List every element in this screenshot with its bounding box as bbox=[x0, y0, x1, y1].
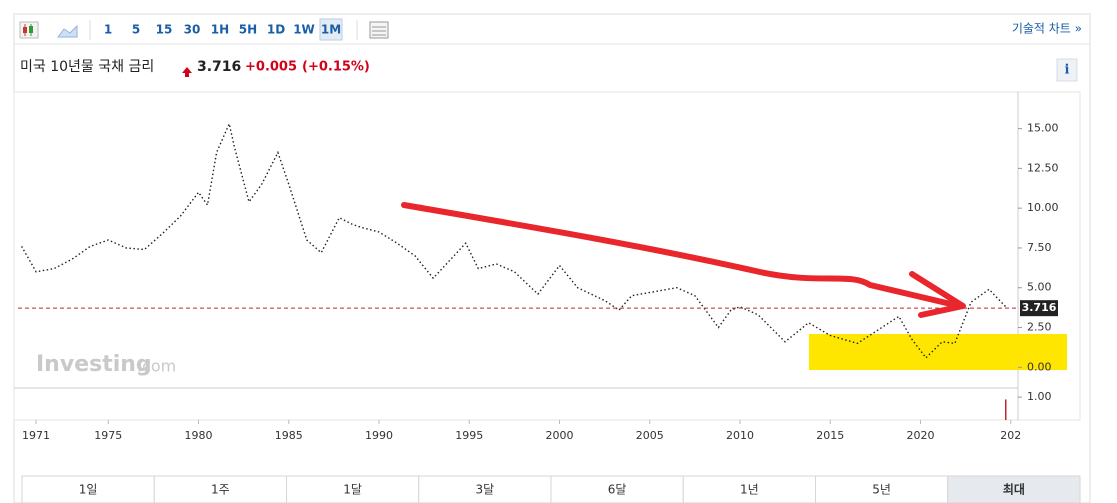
x-tick-label: 2010 bbox=[726, 429, 754, 442]
interval-button[interactable]: 15 bbox=[156, 23, 173, 37]
range-tab-label[interactable]: 최대 bbox=[1003, 482, 1025, 497]
interval-button[interactable]: 30 bbox=[184, 23, 201, 37]
range-tab-label[interactable]: 1주 bbox=[211, 483, 230, 497]
x-tick-label: 202 bbox=[1000, 429, 1021, 442]
annotation-arrow bbox=[401, 202, 958, 308]
watermark-brand: Investing bbox=[36, 352, 152, 377]
range-tab[interactable] bbox=[947, 475, 1081, 503]
current-price-label: 3.716 bbox=[1022, 301, 1057, 314]
interval-button[interactable]: 1H bbox=[211, 23, 229, 37]
y-tick-label: 5.00 bbox=[1027, 281, 1052, 294]
last-price: 3.716 bbox=[197, 59, 241, 75]
volume-bar bbox=[1005, 399, 1007, 420]
interval-button[interactable]: 1D bbox=[267, 23, 285, 37]
y-tick-label: 0.00 bbox=[1027, 360, 1052, 373]
x-tick-label: 1995 bbox=[455, 429, 483, 442]
instrument-title: 미국 10년물 국채 금리 bbox=[20, 59, 154, 75]
range-tab[interactable] bbox=[815, 475, 949, 503]
interval-button[interactable]: 1W bbox=[293, 23, 315, 37]
range-tab-label[interactable]: 3달 bbox=[476, 483, 495, 497]
y-tick-label: 10.00 bbox=[1027, 201, 1059, 214]
interval-active-bg[interactable] bbox=[319, 18, 343, 41]
highlight-box bbox=[809, 334, 1067, 370]
watermark: Investing .com bbox=[36, 352, 176, 377]
x-tick-label: 2020 bbox=[907, 429, 935, 442]
range-tab[interactable] bbox=[550, 475, 684, 503]
current-price-badge bbox=[1020, 300, 1058, 317]
range-tab[interactable] bbox=[153, 475, 287, 503]
card bbox=[13, 13, 1091, 503]
interval-button[interactable]: 5 bbox=[132, 23, 140, 37]
yield-line bbox=[20, 121, 1008, 359]
x-tick-label: 2005 bbox=[636, 429, 664, 442]
area-icon[interactable] bbox=[57, 24, 78, 38]
x-tick-label: 1971 bbox=[22, 429, 50, 442]
x-tick-label: 1985 bbox=[275, 429, 303, 442]
annotation-arrowhead bbox=[909, 271, 966, 318]
price-change-pct: (+0.15%) bbox=[302, 60, 370, 75]
y-tick-label: 12.50 bbox=[1027, 161, 1059, 174]
x-tick-label: 1975 bbox=[94, 429, 122, 442]
x-tick-label: 2000 bbox=[546, 429, 574, 442]
y-tick-label: 15.00 bbox=[1027, 122, 1059, 135]
y-tick-label: 7.50 bbox=[1027, 241, 1052, 254]
interval-button[interactable]: 5H bbox=[239, 23, 257, 37]
range-tab-label[interactable]: 1일 bbox=[79, 483, 98, 497]
watermark-suffix: .com bbox=[137, 357, 176, 376]
range-tab-label[interactable]: 1달 bbox=[343, 483, 362, 497]
interval-button[interactable]: 1M bbox=[321, 23, 341, 37]
up-arrow bbox=[182, 67, 192, 77]
range-tab[interactable] bbox=[418, 475, 552, 503]
y-tick-label: 2.50 bbox=[1027, 321, 1052, 334]
interval-button[interactable]: 1 bbox=[104, 23, 112, 37]
candle-icon[interactable] bbox=[19, 21, 39, 39]
info-icon[interactable]: i bbox=[1065, 63, 1070, 78]
range-tab[interactable] bbox=[21, 475, 155, 503]
x-tick-label: 2015 bbox=[816, 429, 844, 442]
table-icon[interactable] bbox=[369, 21, 389, 39]
volume-tick-label: 1.00 bbox=[1027, 390, 1052, 403]
x-tick-label: 1980 bbox=[185, 429, 213, 442]
range-tab[interactable] bbox=[286, 475, 420, 503]
range-tab-label[interactable]: 5년 bbox=[872, 483, 891, 497]
chart-frame bbox=[13, 91, 1081, 421]
range-tab-label[interactable]: 1년 bbox=[740, 483, 759, 497]
price-change: +0.005 bbox=[245, 60, 297, 75]
range-tab-label[interactable]: 6달 bbox=[608, 483, 627, 497]
technical-chart-link[interactable]: 기술적 차트 » bbox=[1012, 22, 1082, 36]
x-tick-label: 1990 bbox=[365, 429, 393, 442]
info-button[interactable] bbox=[1056, 58, 1078, 82]
